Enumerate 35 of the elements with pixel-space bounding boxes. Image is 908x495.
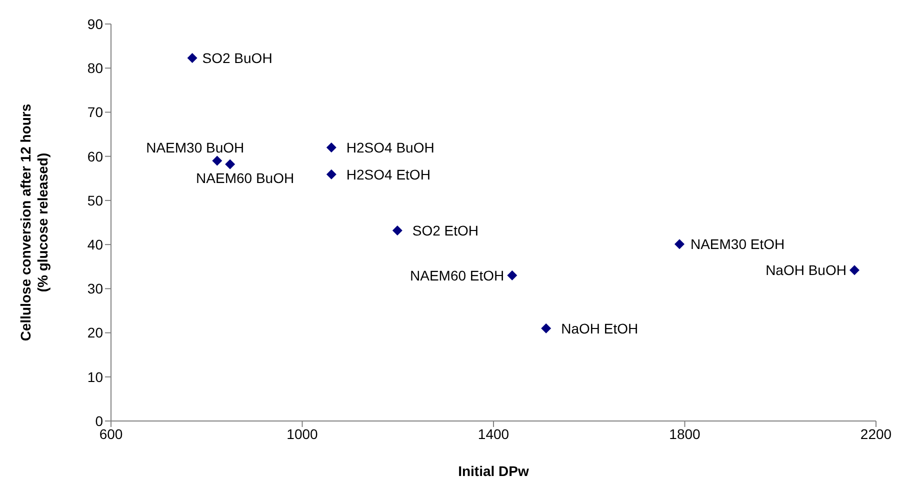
annotation: SO2 BuOH [202,50,272,66]
annotation: NAEM30 BuOH [146,140,244,156]
point [225,159,236,170]
y-tick-label: 20 [87,324,104,341]
x-tick-label: 1000 [286,426,318,442]
point [507,270,518,280]
point [326,169,336,180]
x-tick-label: 2200 [860,426,892,442]
annotation: NAEM60 BuOH [196,170,294,186]
point [187,52,198,63]
y-tick-label: 50 [87,192,104,208]
annotation: NAEM30 EtOH [690,236,785,252]
point [541,323,552,334]
y-tick-label: 30 [87,280,104,297]
point [392,225,402,236]
annotation: NaOH BuOH [766,262,846,278]
y-tick-label: 90 [87,16,104,32]
x-tick-label: 1400 [478,426,510,442]
y-tick-label: 70 [87,104,104,120]
y-tick-label: 80 [87,60,104,76]
point [674,239,684,250]
annotation: H2SO4 EtOH [346,166,430,182]
point [212,156,222,166]
point [326,142,336,153]
annotation: NAEM60 EtOH [410,267,504,284]
annotation: H2SO4 BuOH [346,139,434,156]
x-tick-label: 1800 [669,426,701,442]
point [849,265,860,276]
x-axis-title: Initial DPw [458,463,529,479]
y-tick-label: 10 [87,368,104,385]
annotation: SO2 EtOH [412,222,479,238]
annotation: NaOH EtOH [561,320,638,336]
y-axis-title: Cellulose conversion after 12 hours (% glucose released) [18,104,50,342]
y-tick-label: 40 [87,236,104,253]
y-tick-label: 60 [87,148,104,164]
